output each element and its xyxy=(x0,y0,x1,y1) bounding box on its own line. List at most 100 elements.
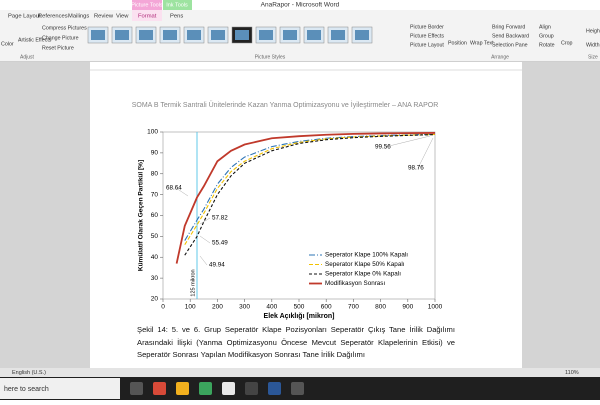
title-bar xyxy=(0,0,600,10)
ribbon-item[interactable]: Height: xyxy=(586,28,600,34)
y-axis-title: Kümülatif Olarak Geçen Partikül [%] xyxy=(138,160,145,271)
annotation: 57.82 xyxy=(212,215,228,222)
context-label: Picture Tools xyxy=(131,2,163,8)
y-tick-label: 100 xyxy=(147,129,158,136)
x-tick-label: 500 xyxy=(294,304,305,311)
ribbon-item[interactable]: Align xyxy=(539,24,551,30)
status-zoom: 110% xyxy=(565,370,579,376)
thumb-image xyxy=(235,30,249,40)
ribbon-item[interactable]: Width: xyxy=(586,42,600,48)
annotation: 55.49 xyxy=(212,240,228,247)
tab[interactable]: Pens xyxy=(170,14,183,20)
status-lang: English (U.S.) xyxy=(12,370,46,376)
leader xyxy=(199,217,211,225)
ribbon-item[interactable]: Compress Pictures xyxy=(42,25,87,31)
format-tab-bg xyxy=(132,10,162,21)
thumb-image xyxy=(187,30,201,40)
ribbon-item[interactable]: Rotate xyxy=(539,42,555,48)
ribbon-item[interactable]: Group xyxy=(539,33,554,39)
taskbar-icon[interactable] xyxy=(130,382,143,395)
tab[interactable]: Page Layout xyxy=(8,14,41,20)
annotation: 49.94 xyxy=(209,262,225,269)
taskbar-icon[interactable] xyxy=(245,382,258,395)
ribbon-item[interactable]: Picture Effects xyxy=(410,33,444,39)
doc-header: SOMA B Termik Santrali Ünitelerinde Kaza… xyxy=(132,100,439,109)
group-label: Picture Styles xyxy=(255,54,286,60)
group-label: Arrange xyxy=(491,54,509,60)
ribbon-item[interactable]: Change Picture xyxy=(42,35,79,41)
taskbar-icon[interactable] xyxy=(291,382,304,395)
x-tick-label: 900 xyxy=(402,304,413,311)
ribbon-item[interactable]: Color xyxy=(1,41,14,47)
annotation: 98.76 xyxy=(408,165,424,172)
caption: Şekil 14: 5. ve 6. Grup Seperatör Klape … xyxy=(137,325,455,359)
tab[interactable]: Review xyxy=(94,14,114,20)
taskbar-icon[interactable] xyxy=(268,382,281,395)
ribbon-item[interactable]: Picture Border xyxy=(410,24,444,30)
x-axis-title: Elek Açıklığı [mikron] xyxy=(264,313,335,320)
thumb-image xyxy=(307,30,321,40)
taskbar-icon[interactable] xyxy=(176,382,189,395)
leader xyxy=(417,137,434,169)
leader xyxy=(384,135,431,148)
thumb-image xyxy=(211,30,225,40)
x-tick-label: 200 xyxy=(212,304,223,311)
ribbon-item[interactable]: Selection Pane xyxy=(492,42,528,48)
legend-label: Seperator Klape 50% Kapalı xyxy=(325,261,405,268)
y-tick-label: 20 xyxy=(151,296,159,303)
legend-label: Seperator Klape 0% Kapalı xyxy=(325,271,401,278)
y-tick-label: 90 xyxy=(151,150,159,157)
legend-label: Seperator Klape 100% Kapalı xyxy=(325,252,408,259)
ribbon-item[interactable]: Picture Layout xyxy=(410,42,444,48)
thumb-image xyxy=(283,30,297,40)
taskbar-icon[interactable] xyxy=(222,382,235,395)
x-tick-label: 800 xyxy=(375,304,386,311)
leader xyxy=(175,187,189,197)
x-tick-label: 100 xyxy=(185,304,196,311)
ribbon-item[interactable]: Reset Picture xyxy=(42,45,74,51)
ribbon-item[interactable]: Wrap Text xyxy=(470,40,494,46)
x-tick-label: 300 xyxy=(239,304,250,311)
thumb-image xyxy=(139,30,153,40)
ribbon-item[interactable]: Position xyxy=(448,40,467,46)
plot-area xyxy=(162,131,436,300)
search-box[interactable] xyxy=(0,378,120,399)
series-line xyxy=(175,132,436,264)
thumb-image xyxy=(91,30,105,40)
y-tick-label: 30 xyxy=(151,275,159,282)
tab[interactable]: Mailings xyxy=(68,14,89,20)
window-title: AnaRapor - Microsoft Word xyxy=(261,2,340,9)
taskbar-icon[interactable] xyxy=(199,382,212,395)
x-tick-label: 700 xyxy=(348,304,359,311)
taskbar-icon[interactable] xyxy=(153,382,166,395)
thumb-image xyxy=(115,30,129,40)
leader xyxy=(199,255,208,266)
tab[interactable]: Format xyxy=(138,14,157,20)
x-tick-label: 400 xyxy=(266,304,277,311)
legend-label: Modifikasyon Sonrası xyxy=(325,280,385,287)
y-tick-label: 40 xyxy=(151,254,159,261)
tab[interactable]: References xyxy=(38,14,68,20)
ribbon-item[interactable]: Crop xyxy=(561,40,573,46)
group-label: Size xyxy=(588,54,598,60)
thumb-image xyxy=(355,30,369,40)
ribbon-item[interactable]: Bring Forward xyxy=(492,24,525,30)
group-label: Adjust xyxy=(20,54,35,60)
search-text[interactable]: here to search xyxy=(4,386,49,393)
ribbon-item[interactable]: Send Backward xyxy=(492,33,529,39)
tab[interactable]: View xyxy=(116,14,129,20)
vline-label: 125 mikron xyxy=(190,269,196,296)
thumb-image xyxy=(163,30,177,40)
y-tick-label: 50 xyxy=(151,233,159,240)
picture-tools-band xyxy=(132,0,162,10)
thumb-image xyxy=(259,30,273,40)
context-label: Ink Tools xyxy=(166,2,188,8)
y-tick-label: 80 xyxy=(151,170,159,177)
x-tick-label: 0 xyxy=(161,304,165,311)
ink-tools-band xyxy=(163,0,192,10)
y-tick-label: 70 xyxy=(151,191,159,198)
status-bar xyxy=(0,368,600,377)
ribbon-item[interactable]: Artistic Effects xyxy=(18,37,52,43)
